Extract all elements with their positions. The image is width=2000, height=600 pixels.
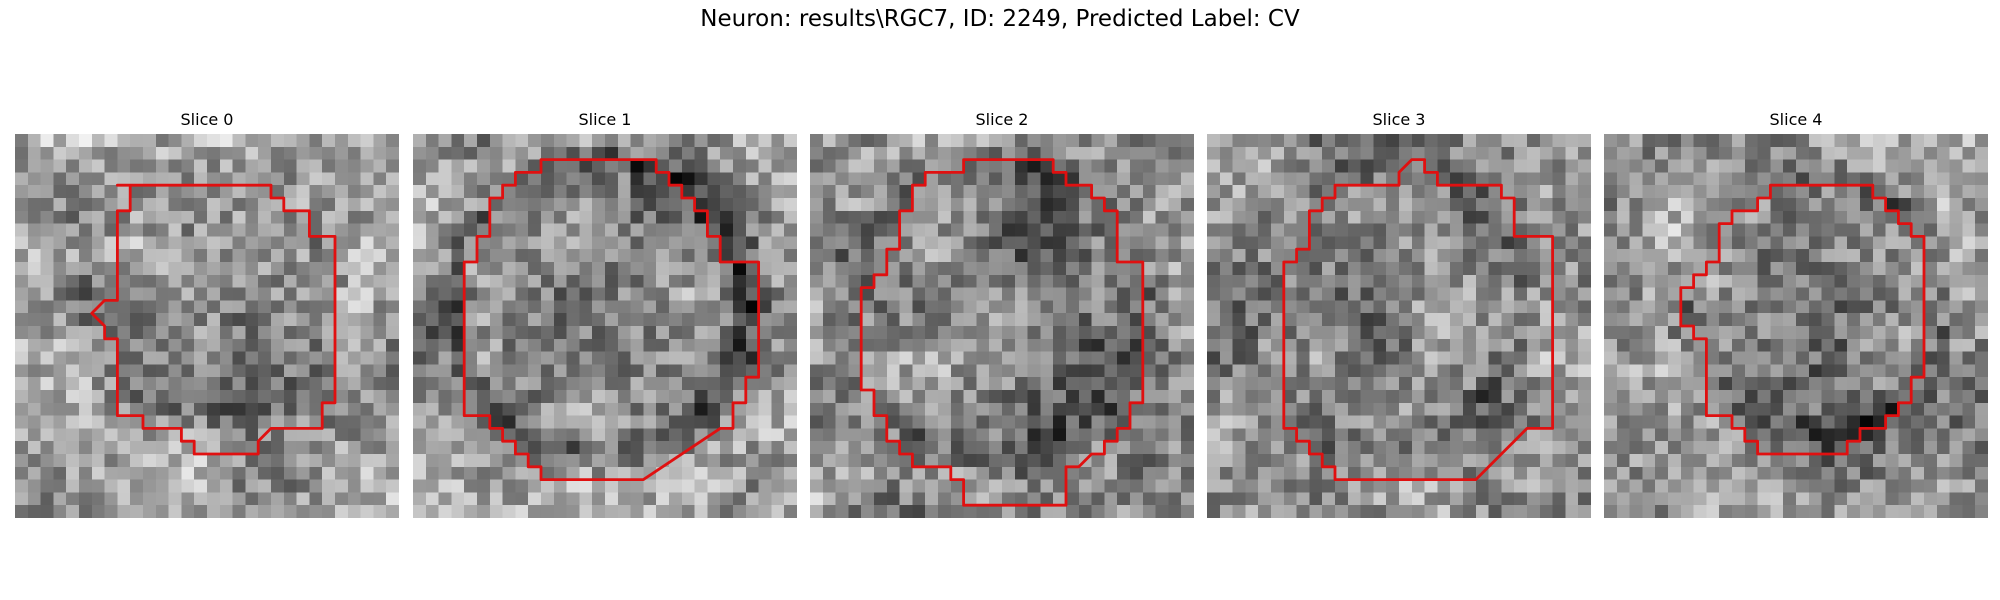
slice-image-3 [1207,134,1591,518]
segmentation-contour [859,158,1145,507]
figure-title: Neuron: results\RGC7, ID: 2249, Predicte… [700,6,1300,32]
slice-title-3: Slice 3 [1372,110,1426,129]
slice-image-2 [810,134,1194,518]
slice-image-0 [15,134,399,518]
segmentation-contour [1679,183,1926,456]
segmentation-contour [1282,158,1555,482]
slice-title-0: Slice 0 [180,110,234,129]
slice-panel-3: Slice 3 [1207,108,1591,518]
segmentation-contour [90,183,337,456]
segmentation-contour [462,158,761,482]
slice-image-4 [1604,134,1988,518]
slice-title-2: Slice 2 [975,110,1029,129]
slice-panel-2: Slice 2 [810,108,1194,518]
slice-panel-1: Slice 1 [413,108,797,518]
slice-image-1 [413,134,797,518]
slice-panel-4: Slice 4 [1604,108,1988,518]
slice-title-1: Slice 1 [578,110,632,129]
slice-title-4: Slice 4 [1769,110,1823,129]
slice-panel-0: Slice 0 [15,108,399,518]
